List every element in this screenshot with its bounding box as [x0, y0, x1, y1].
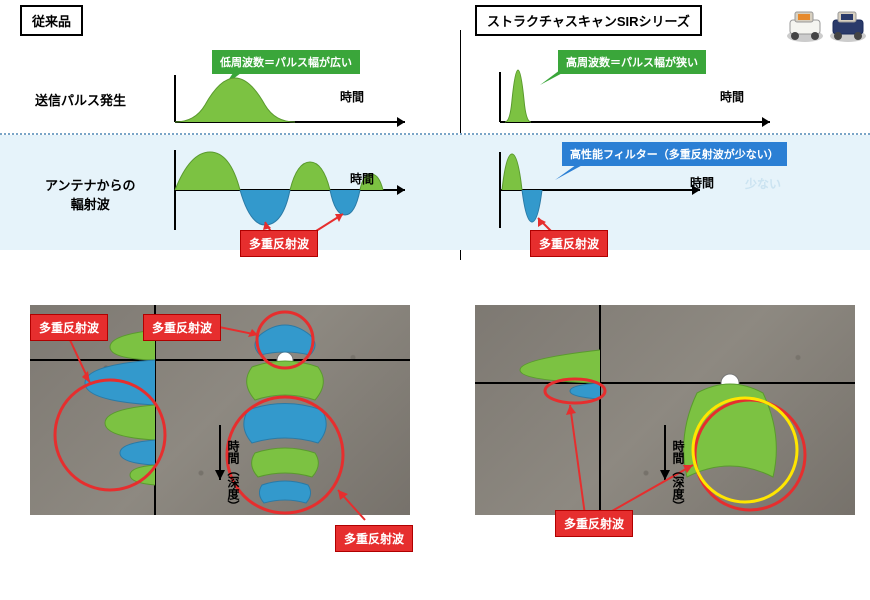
- right-header: ストラクチャスキャンSIRシリーズ: [475, 5, 702, 36]
- left-red-label-1: 多重反射波: [240, 230, 318, 257]
- right-vaxis: 時間（深度）: [670, 440, 687, 512]
- right-row1-time: 時間: [720, 88, 744, 105]
- left-red-c: 多重反射波: [335, 525, 413, 552]
- left-vaxis: 時間（深度）: [225, 440, 242, 512]
- right-row2-time: 時間: [690, 174, 714, 191]
- left-red-a: 多重反射波: [30, 314, 108, 341]
- left-header: 従来品: [20, 5, 83, 36]
- row1-label: 送信パルス発生: [35, 90, 126, 109]
- left-pulse-chart: [175, 50, 435, 130]
- device-icons: [780, 0, 870, 45]
- right-subtitle: 対象物のイメージ: [475, 283, 579, 302]
- right-red-a: 多重反射波: [555, 510, 633, 537]
- left-subtitle: 対象物のイメージ: [30, 283, 134, 302]
- right-bottom-chart: [475, 305, 855, 515]
- left-row2-time: 時間: [350, 170, 374, 187]
- left-radiated-chart: [175, 140, 435, 240]
- left-red-b: 多重反射波: [143, 314, 221, 341]
- row-divider: [0, 133, 870, 135]
- right-red-label-1: 多重反射波: [530, 230, 608, 257]
- left-row1-time: 時間: [340, 88, 364, 105]
- faint-note: 少ない: [745, 175, 781, 192]
- right-pulse-chart: [500, 50, 800, 130]
- row2-label: アンテナからの 輻射波: [45, 175, 135, 213]
